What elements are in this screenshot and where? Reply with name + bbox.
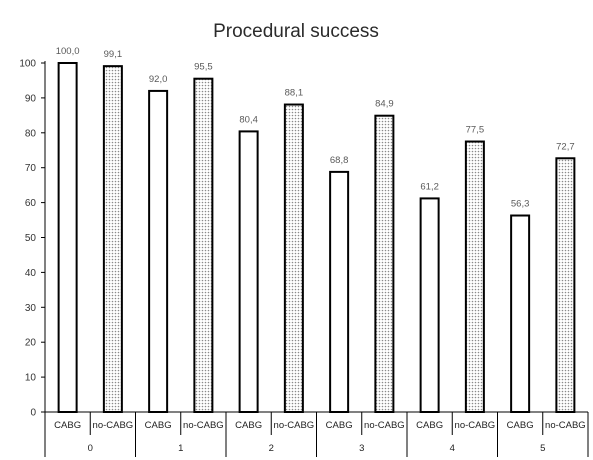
x-category-label: no-CABG bbox=[274, 420, 315, 431]
x-category-label: CABG bbox=[507, 420, 534, 431]
data-labels: 100,0 99,1 92,0 95,5 80,4 88,1 68,8 84,9 61,2 77,… bbox=[56, 46, 575, 210]
y-tick-label: 50 bbox=[25, 233, 37, 244]
bar-cabg-4 bbox=[419, 197, 440, 413]
bar-cabg-3 bbox=[329, 170, 350, 413]
data-label: 88,1 bbox=[285, 88, 304, 99]
chart-title: Procedural success bbox=[213, 21, 379, 42]
x-group-label: 1 bbox=[178, 443, 183, 454]
axes: 0 10 20 30 40 50 60 70 80 90 100 CABG no-CABG 0 CABG no… bbox=[19, 59, 589, 457]
data-label: 95,5 bbox=[194, 62, 213, 73]
x-group-label: 5 bbox=[540, 443, 545, 454]
y-tick-label: 20 bbox=[25, 338, 37, 349]
data-label: 68,8 bbox=[330, 155, 349, 166]
x-group-label: 0 bbox=[88, 443, 93, 454]
y-tick-label: 100 bbox=[19, 59, 36, 70]
bar-no-cabg-3 bbox=[374, 114, 395, 413]
x-group-label: 3 bbox=[359, 443, 364, 454]
x-category-label: no-CABG bbox=[183, 420, 224, 431]
bar-no-cabg-1 bbox=[193, 77, 214, 414]
y-tick-label: 70 bbox=[25, 163, 37, 174]
bar-cabg-0 bbox=[57, 62, 78, 413]
data-label: 92,0 bbox=[149, 74, 168, 85]
y-tick-label: 60 bbox=[25, 198, 37, 209]
data-label: 56,3 bbox=[511, 199, 530, 210]
x-category-label: no-CABG bbox=[545, 420, 586, 431]
data-label: 100,0 bbox=[56, 46, 80, 57]
x-group-label: 2 bbox=[269, 443, 274, 454]
y-tick-label: 30 bbox=[25, 303, 37, 314]
x-category-label: no-CABG bbox=[455, 420, 496, 431]
data-label: 77,5 bbox=[466, 125, 485, 136]
bar-no-cabg-0 bbox=[102, 65, 123, 414]
x-category-label: no-CABG bbox=[364, 420, 405, 431]
bar-cabg-5 bbox=[510, 214, 531, 413]
bar-cabg-1 bbox=[148, 89, 169, 413]
x-category-label: no-CABG bbox=[93, 420, 134, 431]
y-tick-label: 80 bbox=[25, 128, 37, 139]
y-tick-label: 10 bbox=[25, 373, 37, 384]
data-label: 84,9 bbox=[375, 99, 394, 110]
data-label: 72,7 bbox=[556, 141, 575, 152]
x-category-label: CABG bbox=[54, 420, 81, 431]
bar-no-cabg-2 bbox=[283, 103, 304, 413]
y-tick-label: 40 bbox=[25, 268, 37, 279]
y-tick-label: 0 bbox=[30, 408, 36, 419]
x-category-label: CABG bbox=[326, 420, 353, 431]
data-label: 99,1 bbox=[104, 49, 123, 60]
y-tick-label: 90 bbox=[25, 93, 37, 104]
data-label: 61,2 bbox=[420, 181, 439, 192]
x-category-label: CABG bbox=[145, 420, 172, 431]
x-category-label: CABG bbox=[235, 420, 262, 431]
bar-no-cabg-5 bbox=[555, 157, 576, 413]
x-category-label: CABG bbox=[416, 420, 443, 431]
bar-no-cabg-4 bbox=[464, 140, 485, 413]
bar-cabg-2 bbox=[238, 130, 259, 414]
data-label: 80,4 bbox=[239, 114, 258, 125]
bars bbox=[57, 62, 576, 414]
x-group-label: 4 bbox=[450, 443, 455, 454]
